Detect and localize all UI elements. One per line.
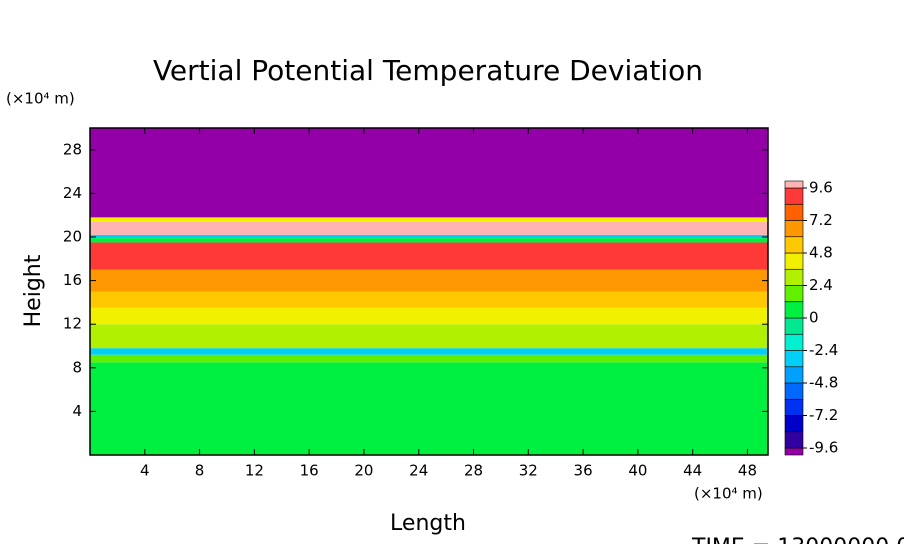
field-band	[90, 242, 768, 270]
colorbar-label: -2.4	[809, 341, 838, 359]
chart-title: Vertial Potential Temperature Deviation	[153, 54, 703, 87]
x-axis-label: Length	[390, 511, 466, 536]
colorbar-swatch	[784, 317, 804, 335]
x-tick-label: 16	[300, 462, 319, 480]
footer: TIME = 13000000.0	[691, 535, 904, 544]
colorbar-label: 7.2	[809, 211, 833, 229]
field-band	[90, 221, 768, 235]
field-band	[90, 217, 768, 222]
y-tick-label: 4	[72, 402, 82, 420]
y-tick-label: 28	[63, 140, 82, 158]
colorbar-label: -9.6	[809, 439, 838, 457]
colorbar-swatch	[784, 333, 804, 351]
field-band	[90, 128, 768, 218]
x-tick-label: 12	[245, 462, 264, 480]
colorbar-swatch	[784, 180, 804, 189]
y-unit: (×10⁴ m)	[6, 90, 75, 108]
y-tick-label: 20	[63, 228, 82, 246]
field-band	[90, 324, 768, 340]
colorbar-label: 2.4	[809, 276, 833, 294]
field-band	[90, 362, 768, 455]
x-tick-label: 28	[464, 462, 483, 480]
y-axis-label: Height	[21, 254, 46, 327]
colorbar-swatch	[784, 203, 804, 221]
x-tick-label: 20	[354, 462, 373, 480]
colorbar-swatch	[784, 415, 804, 433]
x-unit: (×10⁴ m)	[694, 485, 763, 503]
colorbar-swatch	[784, 350, 804, 368]
x-tick-label: 44	[683, 462, 702, 480]
y-tick-label: 16	[63, 271, 82, 289]
x-tick-label: 48	[738, 462, 757, 480]
field-band	[90, 269, 768, 292]
field-band	[90, 354, 768, 363]
colorbar-swatch	[784, 187, 804, 205]
colorbar-label: -4.8	[809, 374, 838, 392]
colorbar-swatch	[784, 268, 804, 286]
colorbar-swatch	[784, 236, 804, 254]
colorbar-swatch	[784, 447, 804, 456]
field-band	[90, 348, 768, 355]
y-tick-label: 8	[72, 358, 82, 376]
field-band	[90, 339, 768, 349]
colorbar-swatch	[784, 431, 804, 449]
colorbar-swatch	[784, 252, 804, 270]
x-tick-label: 32	[519, 462, 538, 480]
x-tick-label: 8	[195, 462, 205, 480]
plot-frame	[89, 127, 769, 456]
colorbar-swatch	[784, 301, 804, 319]
x-tick-label: 40	[628, 462, 647, 480]
colorbar-label: 4.8	[809, 244, 833, 262]
colorbar-swatch	[784, 285, 804, 303]
colorbar-label: 9.6	[809, 179, 833, 197]
colorbar-label: 0	[809, 309, 819, 327]
field-band	[90, 238, 768, 243]
colorbar-swatch	[784, 366, 804, 384]
field-band	[90, 234, 768, 239]
x-tick-label: 24	[409, 462, 428, 480]
colorbar-swatch	[784, 220, 804, 238]
field-band	[90, 291, 768, 308]
x-tick-label: 4	[140, 462, 150, 480]
x-tick-label: 36	[574, 462, 593, 480]
y-tick-label: 12	[63, 315, 82, 333]
field-band	[90, 307, 768, 325]
colorbar-swatch	[784, 382, 804, 400]
colorbar-swatch	[784, 398, 804, 416]
y-tick-label: 24	[63, 184, 82, 202]
colorbar-label: -7.2	[809, 406, 838, 424]
